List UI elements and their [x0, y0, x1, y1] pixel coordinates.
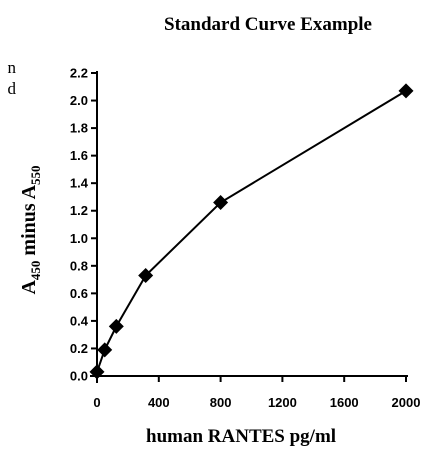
- data-point-marker: [398, 83, 414, 99]
- y-tick-label: 0.8: [70, 258, 88, 273]
- y-tick-label: 0.2: [70, 341, 88, 356]
- data-point-marker: [97, 342, 113, 358]
- series-line: [96, 90, 407, 373]
- cropped-text-fragment: n: [7, 58, 17, 77]
- x-tick-label: 1600: [330, 395, 359, 410]
- data-point-marker: [213, 194, 229, 210]
- x-tick-label: 400: [148, 395, 170, 410]
- x-axis-label: human RANTES pg/ml: [146, 426, 337, 447]
- data-point-marker: [108, 318, 124, 334]
- y-tick-label: 1.2: [70, 203, 88, 218]
- y-tick-label: 1.8: [70, 121, 88, 136]
- y-tick-label: 2.0: [70, 93, 88, 108]
- y-tick-label: 1.0: [70, 231, 88, 246]
- x-tick-label: 2000: [392, 395, 421, 410]
- ticks: 0.0 0.2 0.4 0.6 0.8 1.0 1.2 1.4 1.6 1.8 2.0 2.2 0 400…: [70, 66, 421, 411]
- x-tick-label: 0: [93, 395, 100, 410]
- y-tick-label: 1.4: [70, 176, 89, 191]
- y-tick-label: 0.0: [70, 369, 88, 384]
- x-tick-label: 1200: [268, 395, 297, 410]
- cropped-text-fragment: d: [7, 79, 17, 98]
- chart-title: Standard Curve Example: [164, 14, 372, 35]
- y-tick-label: 0.6: [70, 286, 88, 301]
- data-point-marker: [138, 267, 154, 283]
- y-tick-label: 2.2: [70, 66, 88, 81]
- y-tick-label: 1.6: [70, 148, 88, 163]
- y-tick-label: 0.4: [70, 313, 89, 328]
- series: [89, 83, 414, 380]
- x-tick-label: 800: [210, 395, 232, 410]
- data-point-marker: [89, 364, 105, 380]
- axes: [90, 71, 408, 383]
